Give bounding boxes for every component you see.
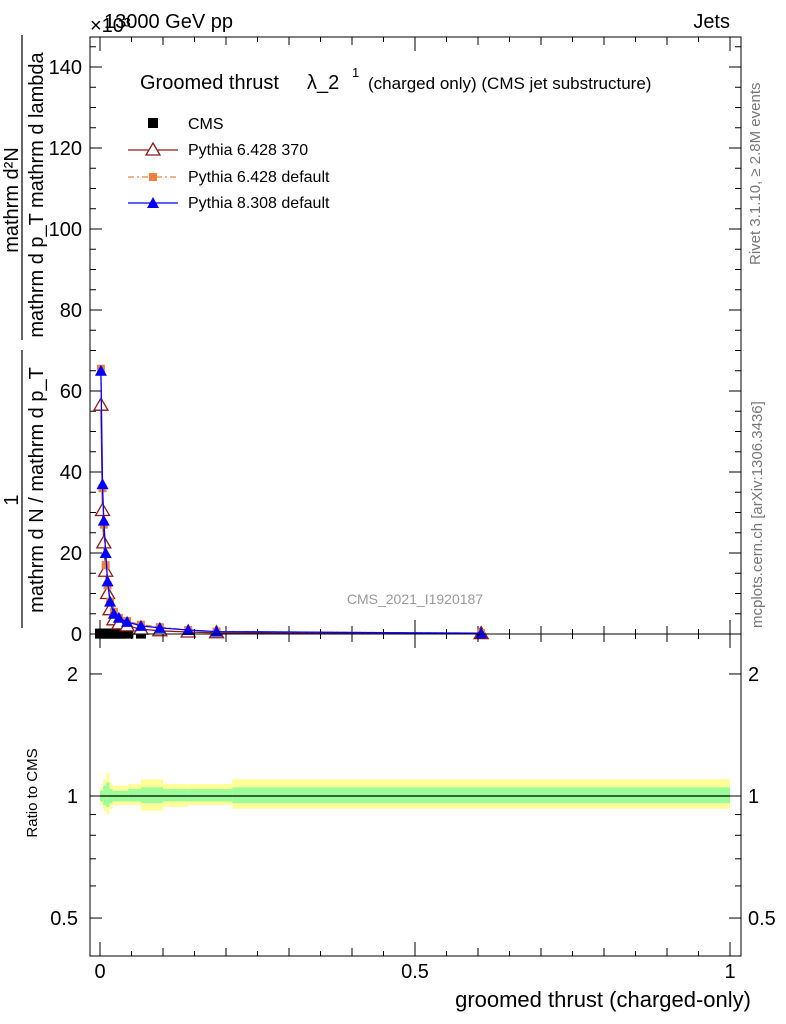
- rivet-version-label: Rivet 3.1.10, ≥ 2.8M events: [747, 83, 764, 266]
- data-point: [182, 623, 195, 635]
- legend-marker-cms: [148, 118, 158, 128]
- legend-label-py8-default: Pythia 8.308 default: [188, 195, 330, 212]
- data-point: [101, 561, 110, 570]
- ylabel-pre-den: mathrm d N / mathrm d p_T: [26, 367, 48, 613]
- y-tick-label: 40: [60, 462, 82, 484]
- y-tick-label: 80: [60, 300, 82, 322]
- ylabel-den: mathrm d p_T mathrm d lambda: [26, 51, 48, 337]
- x-axis-title: groomed thrust (charged-only): [455, 987, 751, 1012]
- mcplots-label: mcplots.cern.ch [arXiv:1306.3436]: [749, 401, 766, 628]
- y-tick-label: 120: [49, 138, 82, 160]
- title-main: Groomed thrust: [140, 72, 279, 94]
- chart-title: Groomed thrust λ_2 1 (charged only) (CMS…: [140, 65, 651, 94]
- data-point: [134, 619, 147, 631]
- ylabel-num: mathrm d²N: [1, 147, 23, 253]
- x-tick-labels: 0 0.5 1: [94, 961, 735, 983]
- ratio-band-segment: [128, 789, 141, 802]
- main-axis-ticks: [90, 37, 741, 635]
- legend: CMS Pythia 6.428 370 Pythia 6.428 defaul…: [128, 116, 330, 212]
- ratio-y-tick-label-right: 0.5: [748, 908, 776, 930]
- data-point: [101, 575, 114, 587]
- ratio-y-tick-label: 1: [67, 786, 78, 808]
- title-extra: (charged only) (CMS jet substructure): [368, 74, 651, 93]
- data-point: [153, 621, 166, 633]
- energy-label: 13000 GeV pp: [104, 11, 233, 33]
- data-point: [95, 534, 112, 549]
- y-tick-label: 0: [71, 624, 82, 646]
- legend-marker-py6-default: [149, 173, 157, 181]
- ratio-axis-ticks: [90, 634, 741, 956]
- ratio-band-segment: [103, 785, 107, 806]
- main-y-tick-labels: 0 20 40 60 80 100 120 140: [49, 57, 82, 646]
- legend-label-py6-default: Pythia 6.428 default: [188, 169, 330, 186]
- data-point: [104, 595, 117, 607]
- x-tick-label: 0.5: [401, 961, 429, 983]
- ratio-y-axis-title: Ratio to CMS: [24, 748, 41, 837]
- legend-marker-py6-370: [144, 141, 162, 156]
- main-series: [92, 364, 490, 640]
- title-lambda: λ_2: [307, 72, 339, 94]
- ratio-bands: [100, 772, 731, 815]
- exponent-label: ×10³: [90, 15, 131, 37]
- data-point: [96, 478, 109, 490]
- ratio-band-segment: [188, 789, 233, 802]
- y-tick-label: 20: [60, 543, 82, 565]
- x-tick-label: 0: [94, 961, 105, 983]
- process-label: Jets: [693, 11, 730, 33]
- data-point: [112, 611, 125, 623]
- legend-label-py6-370: Pythia 6.428 370: [188, 142, 308, 159]
- ratio-band-segment: [106, 782, 110, 807]
- data-point: [99, 547, 112, 558]
- data-point: [94, 364, 107, 376]
- y-tick-label: 140: [49, 57, 82, 79]
- ratio-band-segment: [232, 787, 731, 804]
- ratio-y-tick-label-right: 1: [748, 786, 759, 808]
- ratio-band-segment: [163, 789, 189, 802]
- ylabel-pre-num: 1: [1, 494, 23, 505]
- data-point: [121, 615, 134, 627]
- y-tick-label: 60: [60, 381, 82, 403]
- ratio-y-tick-label: 0.5: [50, 908, 78, 930]
- ratio-band-segment: [140, 787, 163, 804]
- title-superscript: 1: [352, 65, 359, 80]
- x-tick-label: 1: [724, 961, 735, 983]
- legend-label-cms: CMS: [188, 116, 224, 133]
- data-point: [94, 502, 111, 517]
- ratio-y-tick-labels: 0.5 0.5 1 1 2 2: [50, 664, 776, 930]
- y-axis-title: 1 mathrm d N / mathrm d p_T mathrm d²N m…: [1, 35, 48, 628]
- ratio-y-tick-label: 2: [67, 664, 78, 686]
- data-point: [97, 514, 110, 526]
- analysis-watermark: CMS_2021_I1920187: [347, 591, 483, 607]
- y-tick-label: 100: [49, 219, 82, 241]
- legend-marker-py8-default: [147, 197, 159, 208]
- ratio-y-tick-label-right: 2: [748, 664, 759, 686]
